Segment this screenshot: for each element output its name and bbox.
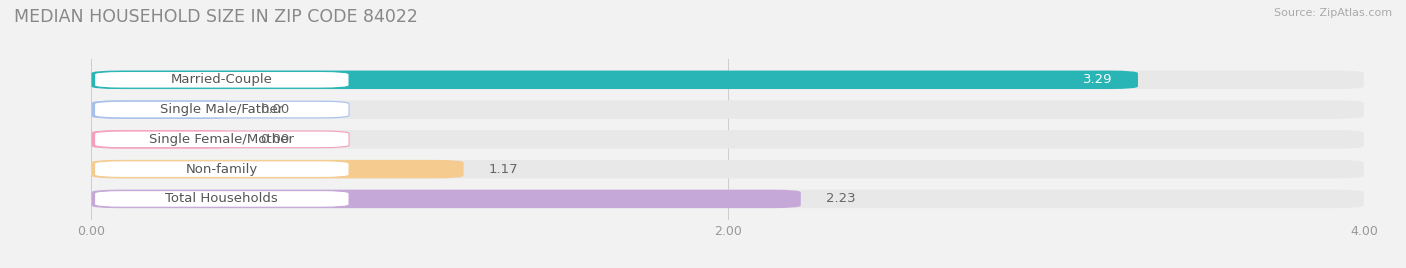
Text: 0.00: 0.00 <box>260 133 290 146</box>
Text: 0.00: 0.00 <box>260 103 290 116</box>
FancyBboxPatch shape <box>91 160 1364 178</box>
FancyBboxPatch shape <box>94 101 349 118</box>
FancyBboxPatch shape <box>91 100 1364 119</box>
FancyBboxPatch shape <box>91 70 1364 89</box>
Text: Non-family: Non-family <box>186 163 257 176</box>
FancyBboxPatch shape <box>94 131 349 148</box>
FancyBboxPatch shape <box>91 130 1364 148</box>
FancyBboxPatch shape <box>91 70 1137 89</box>
Text: MEDIAN HOUSEHOLD SIZE IN ZIP CODE 84022: MEDIAN HOUSEHOLD SIZE IN ZIP CODE 84022 <box>14 8 418 26</box>
FancyBboxPatch shape <box>91 100 235 119</box>
FancyBboxPatch shape <box>94 191 349 207</box>
Text: 1.17: 1.17 <box>489 163 519 176</box>
Text: Source: ZipAtlas.com: Source: ZipAtlas.com <box>1274 8 1392 18</box>
FancyBboxPatch shape <box>91 130 235 148</box>
FancyBboxPatch shape <box>94 72 349 88</box>
Text: Married-Couple: Married-Couple <box>172 73 273 86</box>
FancyBboxPatch shape <box>91 190 1364 208</box>
Text: Total Households: Total Households <box>166 192 278 205</box>
FancyBboxPatch shape <box>91 160 464 178</box>
Text: Single Female/Mother: Single Female/Mother <box>149 133 294 146</box>
FancyBboxPatch shape <box>91 190 801 208</box>
Text: 2.23: 2.23 <box>827 192 856 205</box>
Text: 3.29: 3.29 <box>1083 73 1112 86</box>
FancyBboxPatch shape <box>94 161 349 177</box>
Text: Single Male/Father: Single Male/Father <box>160 103 284 116</box>
